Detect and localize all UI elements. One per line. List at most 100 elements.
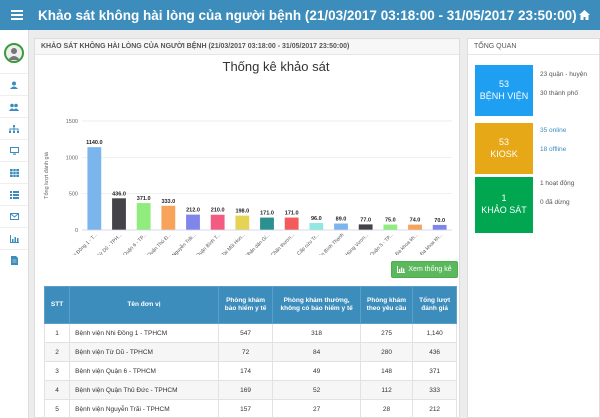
- col-on-demand: Phòng khám theo yêu cầu: [359, 286, 414, 324]
- top-bar: Khảo sát không hài lòng của người bệnh (…: [0, 0, 600, 30]
- bar: [136, 203, 151, 230]
- kiosk-count: 53: [498, 136, 509, 147]
- kiosk-count-box[interactable]: 53 KIOSK: [475, 123, 533, 174]
- table-row: 4 Bệnh viện Quận Thủ Đức - TPHCM 169 52 112 3…: [43, 380, 457, 400]
- bar: [87, 147, 102, 230]
- kiosk-label: KIOSK: [490, 148, 518, 159]
- bar: [432, 224, 447, 230]
- bar: [260, 217, 274, 230]
- bar-value-label: 198.0: [235, 209, 249, 215]
- bar: [358, 224, 373, 230]
- row-total: 333: [412, 380, 457, 400]
- card-title: KHẢO SÁT KHÔNG HÀI LÒNG CỦA NGƯỜI BỆNH (…: [35, 39, 459, 55]
- row-on-demand: 148: [359, 361, 414, 381]
- bar-value-label: 171.0: [260, 211, 274, 217]
- menu-toggle-icon[interactable]: [0, 0, 34, 30]
- hospital-count: 53: [498, 78, 509, 89]
- page-title: Khảo sát không hài lòng của người bệnh (…: [38, 7, 577, 23]
- col-uninsured: Phòng khám thường, không có bảo hiểm y t…: [272, 286, 361, 324]
- col-total: Tổng lượt đánh giá: [412, 286, 457, 324]
- bar-value-label: 333.0: [161, 199, 175, 205]
- y-tick-label: 1000: [66, 155, 78, 161]
- col-unit-name: Tên đơn vị: [69, 286, 219, 324]
- sidebar-item-list[interactable]: [0, 183, 28, 205]
- table-row: 2 Bệnh viện Từ Dũ - TPHCM 72 84 280 436: [43, 342, 457, 362]
- sidebar-item-monitor[interactable]: [0, 139, 28, 161]
- survey-count: 1: [501, 193, 507, 204]
- sidebar-item-user[interactable]: [0, 73, 28, 95]
- list-icon: [9, 190, 19, 199]
- row-stt: 2: [43, 342, 71, 362]
- row-total: 436: [412, 342, 457, 362]
- y-axis-label: Tổng lượt đánh giá: [43, 151, 50, 199]
- bar-value-label: 75.0: [385, 218, 396, 224]
- table-header-row: STT Tên đơn vị Phòng khám bảo hiểm y tế …: [43, 286, 457, 324]
- row-stt: 5: [43, 399, 71, 418]
- row-insured: 174: [217, 361, 274, 381]
- row-insured: 547: [217, 323, 274, 343]
- overview-title: TỔNG QUAN: [468, 39, 599, 55]
- row-stt: 4: [43, 380, 71, 400]
- view-stats-label: Xem thống kê: [408, 266, 452, 273]
- sidebar: [0, 30, 29, 418]
- row-uninsured: 84: [272, 342, 361, 362]
- hospital-info-cities: 30 thành phố: [540, 90, 578, 97]
- row-stt: 3: [43, 361, 71, 381]
- bar-value-label: 74.0: [410, 218, 421, 224]
- row-insured: 169: [217, 380, 274, 400]
- bar: [309, 223, 324, 230]
- grid-icon: [9, 168, 19, 177]
- bar-value-label: 171.0: [285, 211, 299, 217]
- sidebar-item-mail[interactable]: [0, 205, 28, 227]
- sidebar-item-document[interactable]: [0, 249, 28, 271]
- bar: [161, 205, 176, 230]
- survey-card: KHẢO SÁT KHÔNG HÀI LÒNG CỦA NGƯỜI BỆNH (…: [34, 38, 460, 418]
- home-icon[interactable]: [576, 7, 592, 23]
- row-uninsured: 49: [272, 361, 361, 381]
- bar-value-label: 1140.0: [86, 140, 103, 146]
- sidebar-item-chart[interactable]: [0, 227, 28, 249]
- x-tick-label: Bệnh viện Nhi Đồng 1 - T...: [52, 232, 98, 255]
- survey-label: KHẢO SÁT: [481, 205, 527, 215]
- survey-count-box[interactable]: 1 KHẢO SÁT: [475, 177, 533, 233]
- row-uninsured: 318: [272, 323, 361, 343]
- sidebar-item-grid[interactable]: [0, 161, 28, 183]
- bar: [186, 214, 200, 230]
- row-insured: 72: [217, 342, 274, 362]
- row-uninsured: 52: [272, 380, 361, 400]
- bar-value-label: 210.0: [211, 208, 225, 214]
- mail-icon: [9, 213, 19, 220]
- kiosk-offline-link[interactable]: 18 offline: [540, 146, 567, 153]
- avatar[interactable]: [4, 43, 24, 63]
- bar: [284, 217, 299, 230]
- document-icon: [10, 256, 18, 265]
- row-total: 212: [412, 399, 457, 418]
- view-stats-button[interactable]: Xem thống kê: [391, 261, 458, 278]
- bar: [383, 224, 398, 230]
- hospital-count-box[interactable]: 53 BỆNH VIỆN: [475, 65, 533, 116]
- row-uninsured: 27: [272, 399, 361, 418]
- kiosk-online-link[interactable]: 35 online: [540, 127, 567, 134]
- y-tick-label: 0: [75, 228, 78, 234]
- bar: [334, 223, 348, 230]
- sidebar-item-users[interactable]: [0, 95, 28, 117]
- row-unit-name: Bệnh viện Nhi Đồng 1 - TPHCM: [69, 323, 219, 343]
- col-insured: Phòng khám bảo hiểm y tế: [217, 286, 274, 324]
- row-unit-name: Bệnh viện Quận Thủ Đức - TPHCM: [69, 380, 219, 400]
- bar-value-label: 89.0: [336, 217, 347, 223]
- row-unit-name: Bệnh viện Quận 6 - TPHCM: [69, 361, 219, 381]
- bar-value-label: 96.0: [311, 216, 322, 222]
- users-icon: [9, 103, 19, 111]
- sidebar-item-sitemap[interactable]: [0, 117, 28, 139]
- bar-value-label: 77.0: [360, 217, 371, 223]
- row-unit-name: Bệnh viện Từ Dũ - TPHCM: [69, 342, 219, 362]
- table-row: 5 Bệnh viện Nguyễn Trãi - TPHCM 157 27 28 212: [43, 399, 457, 418]
- hospital-label: BỆNH VIỆN: [479, 90, 529, 101]
- bar: [112, 198, 126, 230]
- bar-value-label: 212.0: [186, 208, 200, 214]
- bar: [408, 224, 422, 230]
- chart-container: Thống kê khảo sát Tổng lượt đánh giá 0 500 1…: [36, 55, 460, 279]
- sitemap-icon: [9, 124, 19, 133]
- table-row: 1 Bệnh viện Nhi Đồng 1 - TPHCM 547 318 275 1,…: [43, 323, 457, 343]
- row-on-demand: 275: [359, 323, 414, 343]
